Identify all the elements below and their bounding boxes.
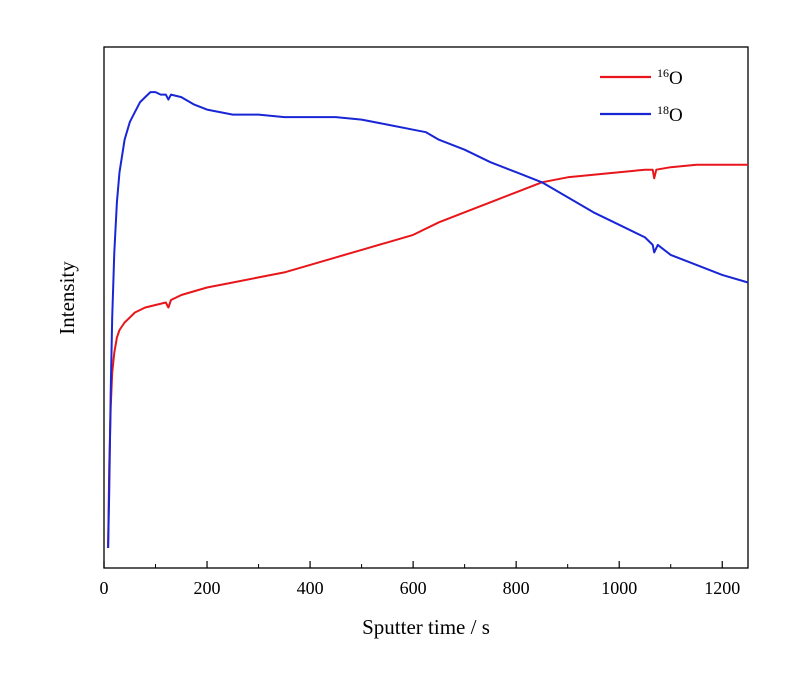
x-axis-tick-labels: 0 200 400 600 800 1000 1200 — [100, 578, 741, 598]
x-tick-label: 200 — [194, 578, 221, 598]
y-axis-title: Intensity — [55, 261, 79, 335]
x-tick-label: 1200 — [704, 578, 740, 598]
x-axis-title: Sputter time / s — [362, 615, 490, 639]
legend-label-superscript: 18 — [657, 103, 669, 117]
legend-label-base: O — [669, 105, 683, 126]
series-layer — [107, 91, 749, 549]
x-tick-label: 600 — [400, 578, 427, 598]
x-tick-label: 0 — [100, 578, 109, 598]
x-tick-label: 800 — [503, 578, 530, 598]
x-tick-label: 400 — [297, 578, 324, 598]
legend-label: 16O — [657, 66, 683, 89]
x-axis-ticks — [103, 561, 723, 568]
x-tick-label: 1000 — [601, 578, 637, 598]
legend-label: 18O — [657, 103, 683, 126]
legend-label-base: O — [669, 68, 683, 89]
legend-label-superscript: 16 — [657, 66, 669, 80]
series-line-16O — [107, 163, 748, 549]
plot-frame — [103, 46, 749, 569]
series-line-18O — [107, 91, 749, 549]
